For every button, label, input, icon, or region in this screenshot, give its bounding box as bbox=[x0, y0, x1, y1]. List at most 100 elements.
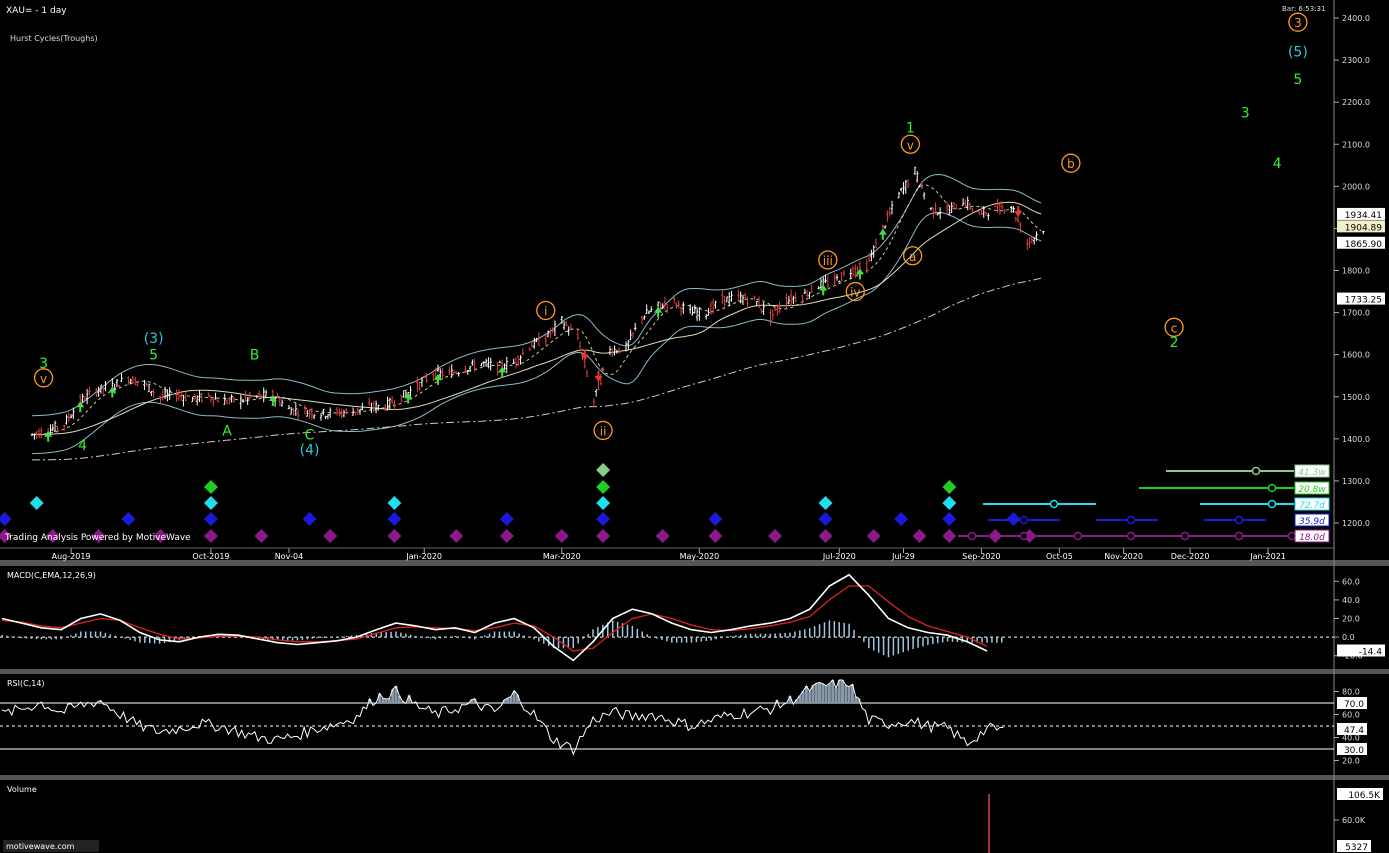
y-tick-label: 1700.0 bbox=[1342, 309, 1370, 318]
cycle-projection-node bbox=[1019, 515, 1029, 525]
volume-tick-label: 60.0K bbox=[1342, 816, 1366, 825]
cycle-36d-icon bbox=[499, 512, 514, 526]
rsi-tick-label: 40.0 bbox=[1342, 734, 1360, 743]
candles bbox=[30, 166, 1045, 441]
cycle-projection-node bbox=[1049, 499, 1059, 509]
y-tick-label: 1600.0 bbox=[1342, 351, 1370, 360]
cycle-73d-icon bbox=[818, 496, 833, 510]
pane-separator[interactable] bbox=[0, 669, 1389, 674]
price-marker-label: 1733.25 bbox=[1345, 296, 1382, 306]
cycle-length-label: 35.9d bbox=[1299, 517, 1325, 527]
rsi-pane: 80.0 60.0 40.0 20.0 70.0 47.4 30.0 bbox=[0, 679, 1367, 766]
cycle-length-box bbox=[1294, 497, 1330, 511]
pane-separator[interactable] bbox=[0, 560, 1389, 566]
rsi-value-box bbox=[1337, 743, 1367, 755]
macd-tick-label: 60.0 bbox=[1342, 577, 1360, 586]
cycle-36d-icon bbox=[818, 512, 833, 526]
macd-signal-line bbox=[1, 585, 988, 652]
cycle-projection-node bbox=[1251, 466, 1261, 476]
x-tick-label: Jan-2020 bbox=[405, 552, 442, 561]
up-arrow-icon bbox=[819, 284, 828, 296]
bar-timer: Bar: 6:53:31 bbox=[1282, 5, 1325, 13]
wave-label: i bbox=[544, 304, 547, 318]
x-tick-label: Oct-05 bbox=[1046, 552, 1073, 561]
wave-label: iv bbox=[850, 286, 860, 300]
cycle-36d-icon bbox=[203, 512, 218, 526]
price-marker-box bbox=[1337, 236, 1385, 249]
macd-value-box bbox=[1337, 644, 1385, 657]
up-arrow-icon bbox=[433, 373, 442, 385]
cycle-18d-icon bbox=[323, 529, 338, 543]
volume-last-label: 5327 bbox=[1345, 843, 1368, 853]
rsi-value-label: 47.4 bbox=[1344, 726, 1364, 736]
rsi-line bbox=[1, 679, 1004, 756]
wave-circle bbox=[900, 134, 921, 154]
cycle-projection-node bbox=[1234, 515, 1244, 525]
down-arrow-icon bbox=[594, 371, 603, 383]
footer-credit: Trading Analysis Powered by MotiveWave bbox=[4, 533, 191, 543]
brand-label: motivewave.com bbox=[6, 842, 75, 851]
cycle-length-box bbox=[1294, 513, 1330, 527]
cycle-length-box bbox=[1294, 529, 1330, 543]
cycle-18d-icon bbox=[866, 529, 881, 543]
y-tick-label: 1800.0 bbox=[1342, 267, 1370, 276]
macd-tick-label: 40.0 bbox=[1342, 596, 1360, 605]
wave-label: (5) bbox=[1288, 45, 1308, 61]
x-tick-label: May-2020 bbox=[680, 552, 720, 561]
cycle-36d-icon bbox=[302, 512, 317, 526]
macd-tick-label: 20.0 bbox=[1342, 615, 1360, 624]
y-tick-label: 2400.0 bbox=[1342, 14, 1370, 23]
wave-label: b bbox=[1067, 157, 1075, 171]
x-tick-label: Jan-2021 bbox=[1249, 552, 1286, 561]
price-marker-box bbox=[1337, 220, 1385, 233]
rsi-tick-label: 20.0 bbox=[1342, 757, 1360, 766]
y-tick-label: 2100.0 bbox=[1342, 140, 1370, 149]
x-tick-label: Oct-2019 bbox=[192, 552, 229, 561]
y-tick-label: 1200.0 bbox=[1342, 519, 1370, 528]
volume-max-label: 106.5K bbox=[1348, 791, 1381, 801]
cycle-36d-icon bbox=[596, 512, 611, 526]
cycle-18d-icon bbox=[818, 529, 833, 543]
signal-arrows bbox=[44, 205, 1023, 442]
macd-line bbox=[1, 573, 988, 662]
down-arrow-icon bbox=[580, 349, 589, 361]
cycle-18d-icon bbox=[708, 529, 723, 543]
volume-pane: 106.5K 60.0K 5327 bbox=[988, 788, 1383, 853]
cycle-18d-icon bbox=[387, 529, 402, 543]
cycle-73d-icon bbox=[29, 496, 44, 510]
wave-circle bbox=[903, 246, 923, 266]
cycle-length-label: 18.0d bbox=[1299, 533, 1325, 543]
brand-badge bbox=[3, 840, 99, 852]
wave-label: iii bbox=[823, 254, 833, 268]
cycle-18d-icon bbox=[0, 529, 12, 543]
macd-pane: 60.040.020.00.0-20.0-14.4 bbox=[0, 573, 1385, 662]
x-tick-label: Sep-2020 bbox=[962, 552, 1000, 561]
wave-label: 5 bbox=[1293, 72, 1302, 88]
lower-band bbox=[32, 211, 1042, 455]
cycle-18d-icon bbox=[153, 529, 168, 543]
wave-label: v bbox=[40, 372, 47, 386]
cycle-18d-icon bbox=[499, 529, 514, 543]
cycle-21w-icon bbox=[203, 480, 218, 494]
rsi-value-label: 70.0 bbox=[1344, 700, 1364, 710]
up-arrow-icon bbox=[878, 228, 887, 240]
cycle-21w-icon bbox=[596, 480, 611, 494]
wave-circle bbox=[1061, 153, 1081, 173]
slow-ma bbox=[32, 277, 1042, 461]
cycle-36d-icon bbox=[708, 512, 723, 526]
cycle-length-box bbox=[1294, 464, 1330, 478]
volume-max-box bbox=[1337, 788, 1383, 800]
y-tick-label: 1300.0 bbox=[1342, 477, 1370, 486]
price-marker-label: 1865.90 bbox=[1345, 240, 1382, 250]
cycle-length-box bbox=[1294, 481, 1330, 495]
fast-ma bbox=[32, 184, 1042, 436]
up-arrow-icon bbox=[76, 401, 85, 413]
wave-label: c bbox=[1171, 321, 1178, 335]
rsi-overbought-fill bbox=[39, 680, 861, 703]
x-tick-label: Nov-2020 bbox=[1104, 552, 1143, 561]
wave-label: v bbox=[907, 138, 914, 152]
cycle-18d-icon bbox=[203, 529, 218, 543]
up-arrow-icon bbox=[268, 394, 277, 406]
pane-separator[interactable] bbox=[0, 775, 1389, 780]
